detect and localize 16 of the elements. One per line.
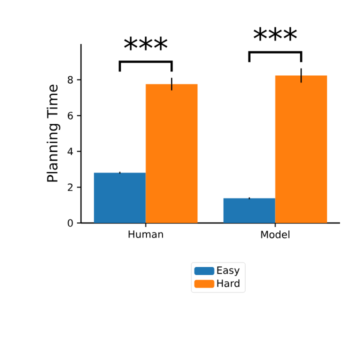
text: *** bbox=[254, 27, 297, 41]
bar bbox=[94, 172, 146, 223]
legend-label: Easy bbox=[217, 266, 240, 276]
annotation: *** bbox=[124, 36, 168, 50]
y-tick-label: 6 bbox=[68, 112, 73, 120]
y-tick-label: 0 bbox=[68, 219, 73, 227]
bar bbox=[223, 198, 276, 223]
x-tick-label: Human bbox=[128, 230, 163, 238]
x-tick-label: Model bbox=[261, 230, 290, 238]
legend-label: Hard bbox=[217, 279, 240, 288]
bar bbox=[146, 84, 198, 223]
y-axis-title: Planning Time bbox=[46, 84, 60, 182]
bar bbox=[275, 76, 328, 223]
y-tick-label: 2 bbox=[68, 183, 72, 191]
y-tick-label: 4 bbox=[68, 148, 73, 156]
y-tick-label: 8 bbox=[68, 76, 73, 84]
